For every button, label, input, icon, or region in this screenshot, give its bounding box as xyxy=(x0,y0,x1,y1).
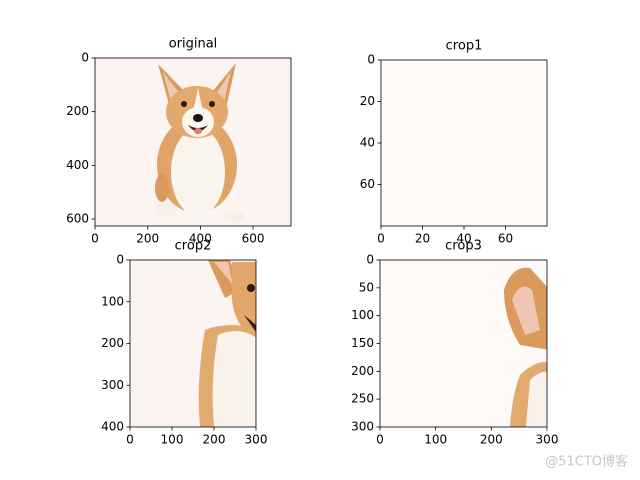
x-tick-label: 600 xyxy=(242,232,265,246)
x-tick-label: 0 xyxy=(377,232,385,246)
y-tick-label: 200 xyxy=(101,336,124,350)
y-tick-label: 400 xyxy=(101,420,124,434)
y-tick-label: 400 xyxy=(66,158,89,172)
x-tick-label: 0 xyxy=(376,433,384,447)
panel-title: crop1 xyxy=(446,39,483,54)
x-tick-label: 0 xyxy=(91,232,99,246)
y-tick-label: 60 xyxy=(360,177,375,191)
original-image xyxy=(95,58,291,226)
watermark: @51CTO博客 xyxy=(545,454,628,470)
y-tick-label: 200 xyxy=(66,104,89,118)
y-tick-label: 600 xyxy=(66,212,89,226)
y-tick-label: 150 xyxy=(351,336,374,350)
y-tick-label: 100 xyxy=(351,308,374,322)
x-tick-label: 200 xyxy=(203,433,226,447)
x-tick-label: 100 xyxy=(424,433,447,447)
axes-frame xyxy=(94,57,292,227)
y-tick-label: 300 xyxy=(101,378,124,392)
y-tick-label: 0 xyxy=(367,53,375,67)
crop3-image xyxy=(380,260,547,427)
panel-title: crop3 xyxy=(445,239,482,254)
y-tick-label: 0 xyxy=(81,51,89,65)
y-tick-label: 0 xyxy=(116,253,124,267)
y-tick-label: 40 xyxy=(360,136,375,150)
y-tick-label: 100 xyxy=(101,294,124,308)
y-tick-label: 0 xyxy=(366,253,374,267)
x-tick-label: 20 xyxy=(415,232,430,246)
x-tick-label: 300 xyxy=(536,433,559,447)
crop1-image xyxy=(381,60,547,226)
x-tick-label: 40 xyxy=(456,232,471,246)
y-tick-label: 300 xyxy=(351,420,374,434)
y-tick-label: 250 xyxy=(351,392,374,406)
panel-title: crop2 xyxy=(175,239,212,254)
x-tick-label: 100 xyxy=(161,433,184,447)
y-tick-label: 20 xyxy=(360,94,375,108)
panel-title: original xyxy=(169,37,218,52)
x-tick-label: 400 xyxy=(189,232,212,246)
crop2-image xyxy=(130,260,256,427)
x-tick-label: 300 xyxy=(245,433,268,447)
x-tick-label: 0 xyxy=(126,433,134,447)
x-tick-label: 60 xyxy=(498,232,513,246)
x-tick-label: 200 xyxy=(136,232,159,246)
y-tick-label: 50 xyxy=(359,280,374,294)
y-tick-label: 200 xyxy=(351,364,374,378)
x-tick-label: 200 xyxy=(480,433,503,447)
